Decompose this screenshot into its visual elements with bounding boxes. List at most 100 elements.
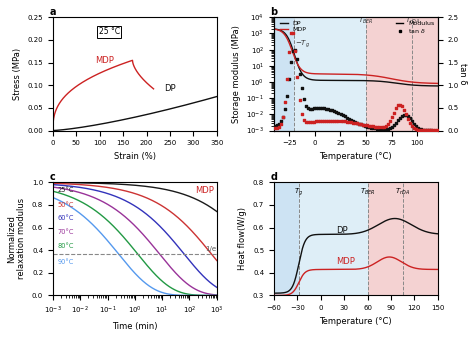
Text: 25 °C: 25 °C bbox=[99, 27, 120, 36]
Point bbox=[343, 119, 350, 124]
Point bbox=[351, 119, 359, 124]
Point bbox=[318, 105, 326, 111]
Text: DP: DP bbox=[336, 226, 348, 235]
Point bbox=[304, 120, 311, 125]
Y-axis label: Heat flow(W/g): Heat flow(W/g) bbox=[238, 208, 247, 270]
Point bbox=[364, 123, 371, 128]
Point bbox=[328, 118, 336, 123]
Point bbox=[283, 76, 291, 81]
Point bbox=[327, 107, 334, 112]
Text: 1/e: 1/e bbox=[205, 245, 217, 251]
Legend: Modulus, tan $\delta$: Modulus, tan $\delta$ bbox=[396, 20, 435, 35]
Point bbox=[431, 128, 438, 133]
Point bbox=[273, 122, 281, 128]
Point bbox=[390, 123, 398, 128]
Point bbox=[275, 124, 283, 129]
Point bbox=[349, 118, 356, 123]
Point bbox=[343, 115, 350, 120]
Point bbox=[328, 108, 336, 113]
Point bbox=[351, 120, 359, 126]
Point bbox=[347, 120, 355, 125]
Text: b: b bbox=[271, 7, 278, 17]
Text: $-T_g$: $-T_g$ bbox=[295, 38, 310, 50]
Point bbox=[388, 124, 396, 130]
Point bbox=[290, 48, 297, 53]
Point bbox=[421, 127, 428, 133]
Point bbox=[361, 122, 369, 128]
Point bbox=[347, 117, 355, 122]
Point bbox=[339, 119, 346, 124]
Point bbox=[312, 105, 319, 111]
Text: 25°C: 25°C bbox=[58, 187, 74, 193]
Point bbox=[372, 124, 379, 129]
Point bbox=[429, 128, 437, 133]
Point bbox=[271, 123, 279, 128]
Point bbox=[419, 127, 427, 132]
Point bbox=[277, 121, 285, 127]
Point bbox=[359, 122, 367, 127]
Point bbox=[386, 118, 393, 124]
Point bbox=[320, 105, 328, 111]
Point bbox=[310, 106, 318, 111]
Point bbox=[419, 127, 427, 133]
Point bbox=[365, 123, 373, 128]
Point bbox=[292, 47, 299, 53]
Point bbox=[341, 119, 348, 124]
Point bbox=[394, 103, 402, 108]
Bar bbox=[274, 182, 299, 295]
Point bbox=[279, 114, 287, 120]
Point bbox=[398, 103, 406, 109]
X-axis label: Time (min): Time (min) bbox=[112, 322, 157, 331]
Text: MDP: MDP bbox=[195, 186, 214, 195]
Point bbox=[308, 119, 316, 125]
Text: $T_{BER}$: $T_{BER}$ bbox=[360, 187, 375, 197]
Point bbox=[316, 105, 324, 111]
Point bbox=[298, 86, 305, 91]
Text: MDP: MDP bbox=[336, 257, 355, 266]
Point bbox=[357, 121, 365, 127]
Point bbox=[376, 124, 383, 130]
Point bbox=[409, 118, 416, 124]
Point bbox=[290, 30, 297, 35]
Point bbox=[396, 102, 404, 107]
Point bbox=[396, 115, 404, 121]
Point bbox=[353, 121, 361, 126]
Point bbox=[398, 113, 406, 119]
Point bbox=[341, 114, 348, 119]
Point bbox=[294, 56, 301, 62]
Point bbox=[404, 114, 412, 119]
Point bbox=[365, 124, 373, 130]
Text: 50°C: 50°C bbox=[58, 202, 74, 208]
Y-axis label: Storage modulus (MPa): Storage modulus (MPa) bbox=[232, 25, 241, 123]
Point bbox=[298, 111, 305, 117]
Point bbox=[312, 119, 319, 124]
Point bbox=[300, 117, 308, 123]
Text: a: a bbox=[50, 7, 56, 17]
X-axis label: Strain (%): Strain (%) bbox=[114, 152, 156, 161]
Point bbox=[308, 106, 316, 112]
Point bbox=[324, 118, 332, 123]
Point bbox=[361, 123, 369, 128]
Point bbox=[425, 128, 432, 133]
Point bbox=[382, 126, 390, 132]
Point bbox=[401, 107, 408, 112]
Text: c: c bbox=[50, 172, 55, 182]
Point bbox=[378, 124, 385, 130]
Point bbox=[380, 127, 387, 132]
Point bbox=[314, 119, 322, 124]
Text: 80°C: 80°C bbox=[58, 243, 74, 249]
Point bbox=[390, 110, 398, 115]
Point bbox=[425, 128, 432, 133]
Point bbox=[413, 123, 420, 129]
Point bbox=[335, 118, 342, 124]
Point bbox=[316, 118, 324, 124]
Text: 60°C: 60°C bbox=[58, 216, 74, 221]
Point bbox=[423, 128, 430, 133]
Point bbox=[409, 123, 416, 129]
Point bbox=[300, 97, 308, 102]
Point bbox=[392, 106, 400, 111]
Point bbox=[376, 126, 383, 132]
Point bbox=[415, 127, 422, 132]
Point bbox=[431, 128, 438, 133]
Point bbox=[330, 118, 338, 123]
